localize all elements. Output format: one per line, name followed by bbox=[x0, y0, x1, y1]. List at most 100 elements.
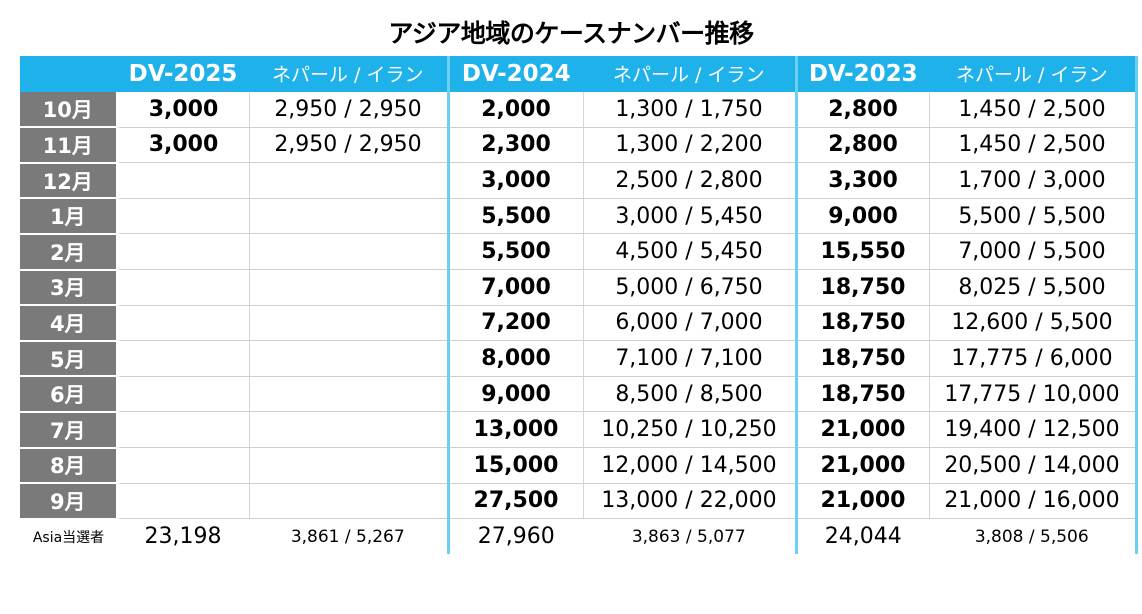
month-label: 5月 bbox=[20, 340, 119, 378]
cell-dv2025-nepal-iran: 2,950 / 2,950 bbox=[249, 127, 449, 164]
cell-dv2024-nepal-iran: 2,500 / 2,800 bbox=[583, 162, 797, 199]
month-label: 7月 bbox=[20, 411, 119, 449]
cell-dv2023-total: 18,750 bbox=[794, 269, 930, 306]
cell-dv2025-nepal-iran bbox=[249, 376, 449, 413]
cell-dv2023-nepal-iran: 1,450 / 2,500 bbox=[929, 127, 1138, 164]
cell-dv2023-nepal-iran: 5,500 / 5,500 bbox=[929, 198, 1138, 235]
cell-dv2025-nepal-iran bbox=[249, 305, 449, 342]
month-label: 6月 bbox=[20, 376, 119, 413]
table-row: 12月 3,000 2,500 / 2,800 3,300 1,700 / 3,000 bbox=[20, 162, 1138, 200]
cell-dv2025-total bbox=[117, 483, 250, 520]
cell-dv2024-nepal-iran: 8,500 / 8,500 bbox=[583, 376, 797, 413]
cell-dv2025-total bbox=[117, 198, 250, 235]
cell-dv2023-total: 21,000 bbox=[794, 447, 930, 484]
cell-dv2024-total: 15,000 bbox=[446, 447, 584, 484]
table-row: 10月 3,000 2,950 / 2,950 2,000 1,300 / 1,750 2… bbox=[20, 91, 1138, 129]
header-dv-2025: DV-2025 bbox=[117, 56, 249, 92]
cell-dv2024-nepal-iran: 13,000 / 22,000 bbox=[583, 483, 797, 520]
cell-dv2023-nepal-iran: 8,025 / 5,500 bbox=[929, 269, 1138, 306]
cell-dv2023-total: 21,000 bbox=[794, 411, 930, 449]
footer-dv2023-nepal-iran: 3,808 / 5,506 bbox=[929, 518, 1138, 555]
cell-dv2024-nepal-iran: 3,000 / 5,450 bbox=[583, 198, 797, 235]
table-row: 3月 7,000 5,000 / 6,750 18,750 8,025 / 5,500 bbox=[20, 269, 1138, 307]
cell-dv2023-total: 15,550 bbox=[794, 233, 930, 271]
cell-dv2023-total: 9,000 bbox=[794, 198, 930, 235]
cell-dv2024-total: 3,000 bbox=[446, 162, 584, 199]
cell-dv2024-nepal-iran: 1,300 / 1,750 bbox=[583, 91, 797, 128]
cell-dv2025-nepal-iran bbox=[249, 340, 449, 377]
cell-dv2024-total: 9,000 bbox=[446, 376, 584, 413]
cell-dv2024-nepal-iran: 6,000 / 7,000 bbox=[583, 305, 797, 342]
cell-dv2024-total: 5,500 bbox=[446, 233, 584, 271]
cell-dv2024-total: 27,500 bbox=[446, 483, 584, 520]
cell-dv2025-total bbox=[117, 162, 250, 199]
header-row: DV-2025 ネパール / イラン DV-2024 ネパール / イラン DV… bbox=[20, 56, 1138, 92]
table-row: 8月 15,000 12,000 / 14,500 21,000 20,500 / 14… bbox=[20, 447, 1138, 485]
cell-dv2025-total bbox=[117, 233, 250, 271]
cell-dv2023-nepal-iran: 17,775 / 10,000 bbox=[929, 376, 1138, 413]
cell-dv2025-nepal-iran bbox=[249, 198, 449, 235]
cell-dv2025-nepal-iran bbox=[249, 483, 449, 520]
month-label: 10月 bbox=[20, 91, 119, 129]
cell-dv2023-nepal-iran: 20,500 / 14,000 bbox=[929, 447, 1138, 484]
table-row: 5月 8,000 7,100 / 7,100 18,750 17,775 / 6,000 bbox=[20, 340, 1138, 378]
cell-dv2025-total: 3,000 bbox=[117, 91, 250, 128]
table-row: 4月 7,200 6,000 / 7,000 18,750 12,600 / 5,500 bbox=[20, 305, 1138, 342]
header-sub-2023: ネパール / イラン bbox=[929, 56, 1138, 92]
table-row: 6月 9,000 8,500 / 8,500 18,750 17,775 / 10,00… bbox=[20, 376, 1138, 413]
cell-dv2023-total: 2,800 bbox=[794, 91, 930, 128]
month-label: 4月 bbox=[20, 305, 119, 342]
cell-dv2024-total: 2,300 bbox=[446, 127, 584, 164]
month-label: 2月 bbox=[20, 233, 119, 271]
footer-dv2025-nepal-iran: 3,861 / 5,267 bbox=[290, 526, 405, 547]
case-number-table: DV-2025 ネパール / イラン DV-2024 ネパール / イラン DV… bbox=[20, 56, 1138, 555]
cell-dv2023-total: 2,800 bbox=[794, 127, 930, 164]
cell-dv2023-total: 18,750 bbox=[794, 376, 930, 413]
header-corner bbox=[20, 56, 117, 92]
footer-label: Asia当選者 bbox=[32, 530, 105, 547]
cell-dv2023-nepal-iran: 1,700 / 3,000 bbox=[929, 162, 1138, 199]
cell-dv2024-total: 5,500 bbox=[446, 198, 584, 235]
footer-row: Asia当選者 23,198 3,861 / 5,267 27,960 3,863 / … bbox=[20, 518, 1138, 555]
cell-dv2023-total: 18,750 bbox=[794, 340, 930, 377]
cell-dv2025-total: 3,000 bbox=[117, 127, 250, 164]
cell-dv2024-nepal-iran: 4,500 / 5,450 bbox=[583, 233, 797, 271]
table-row: 7月 13,000 10,250 / 10,250 21,000 19,400 / 12… bbox=[20, 411, 1138, 449]
cell-dv2025-total bbox=[117, 411, 250, 449]
cell-dv2024-total: 7,000 bbox=[446, 269, 584, 306]
month-label: 8月 bbox=[20, 447, 119, 485]
header-dv-2023: DV-2023 bbox=[794, 56, 929, 92]
cell-dv2025-total bbox=[117, 447, 250, 484]
cell-dv2023-nepal-iran: 12,600 / 5,500 bbox=[929, 305, 1138, 342]
cell-dv2023-nepal-iran: 7,000 / 5,500 bbox=[929, 233, 1138, 271]
cell-dv2023-nepal-iran: 17,775 / 6,000 bbox=[929, 340, 1138, 377]
cell-dv2025-nepal-iran bbox=[249, 269, 449, 306]
cell-dv2025-total bbox=[117, 340, 250, 377]
table-row: 1月 5,500 3,000 / 5,450 9,000 5,500 / 5,500 bbox=[20, 198, 1138, 235]
cell-dv2023-nepal-iran: 21,000 / 16,000 bbox=[929, 483, 1138, 520]
cell-dv2024-total: 7,200 bbox=[446, 305, 584, 342]
cell-dv2025-total bbox=[117, 376, 250, 413]
cell-dv2023-total: 21,000 bbox=[794, 483, 930, 520]
cell-dv2023-nepal-iran: 1,450 / 2,500 bbox=[929, 91, 1138, 128]
header-sub-2025: ネパール / イラン bbox=[249, 56, 448, 92]
cell-dv2025-nepal-iran: 2,950 / 2,950 bbox=[249, 91, 449, 128]
cell-dv2025-nepal-iran bbox=[249, 447, 449, 484]
header-sub-2024: ネパール / イラン bbox=[583, 56, 796, 92]
cell-dv2024-nepal-iran: 12,000 / 14,500 bbox=[583, 447, 797, 484]
cell-dv2024-nepal-iran: 7,100 / 7,100 bbox=[583, 340, 797, 377]
month-label: 3月 bbox=[20, 269, 119, 307]
month-label: 12月 bbox=[20, 162, 119, 200]
cell-dv2024-nepal-iran: 10,250 / 10,250 bbox=[583, 411, 797, 449]
cell-dv2024-total: 8,000 bbox=[446, 340, 584, 377]
cell-dv2023-total: 18,750 bbox=[794, 305, 930, 342]
cell-dv2025-total bbox=[117, 269, 250, 306]
footer-dv2024-nepal-iran: 3,863 / 5,077 bbox=[631, 526, 746, 547]
month-label: 9月 bbox=[20, 483, 119, 520]
month-label: 1月 bbox=[20, 198, 119, 235]
cell-dv2023-nepal-iran: 19,400 / 12,500 bbox=[929, 411, 1138, 449]
table-row: 9月 27,500 13,000 / 22,000 21,000 21,000 / 16… bbox=[20, 483, 1138, 520]
cell-dv2023-total: 3,300 bbox=[794, 162, 930, 199]
cell-dv2025-nepal-iran bbox=[249, 162, 449, 199]
cell-dv2024-total: 2,000 bbox=[446, 91, 584, 128]
